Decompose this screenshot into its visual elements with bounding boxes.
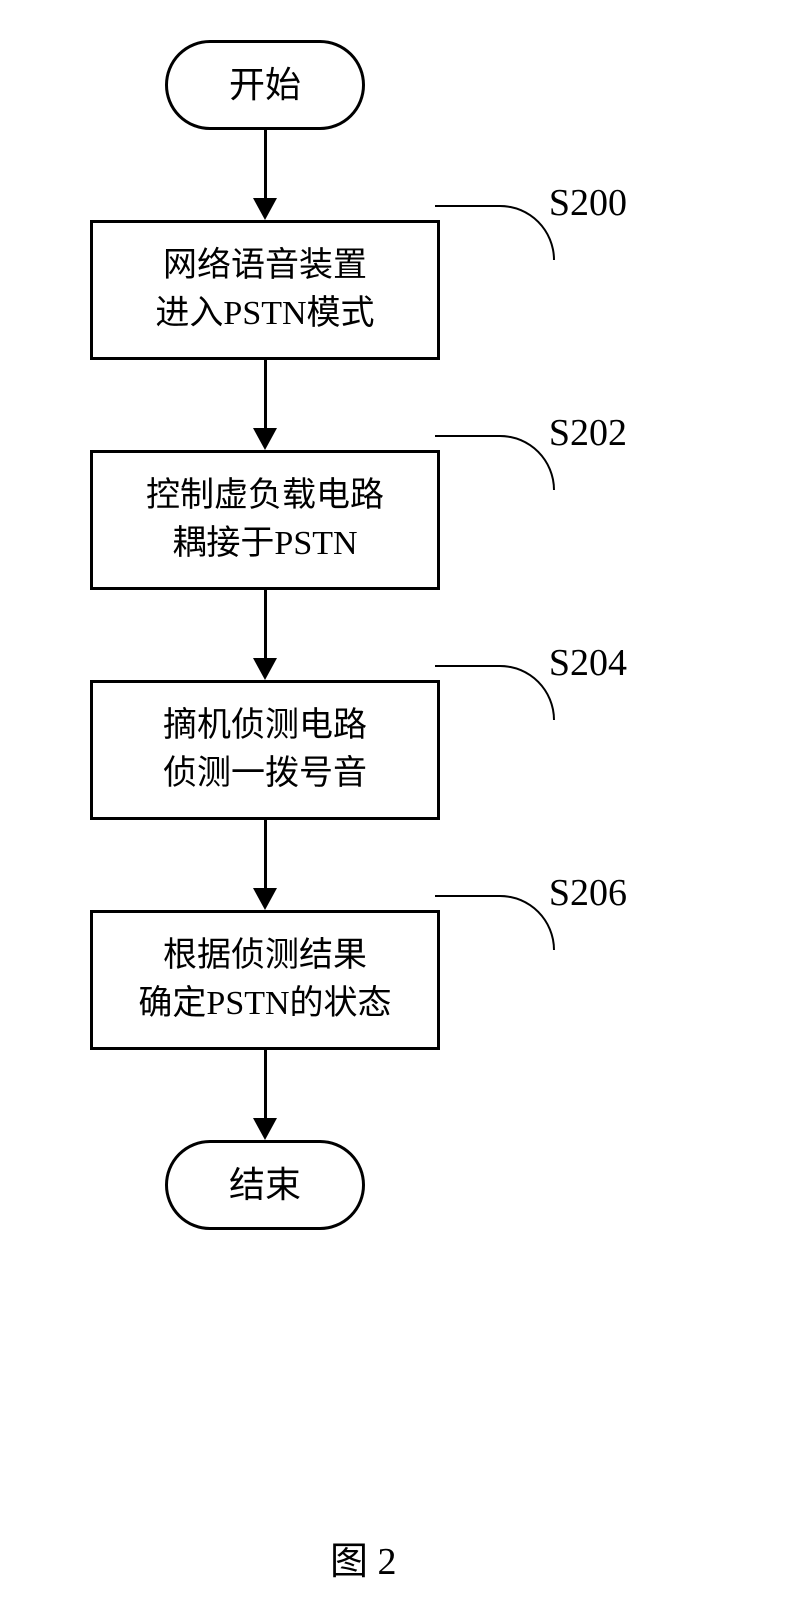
s204-line1: 摘机侦测电路 bbox=[163, 702, 367, 750]
start-label: 开始 bbox=[229, 60, 301, 110]
connector-s206 bbox=[435, 895, 555, 950]
figure-caption: 图 2 bbox=[330, 1530, 397, 1585]
s206-line1: 根据侦测结果 bbox=[163, 932, 367, 980]
process-s202: 控制虚负载电路 耦接于PSTN S202 bbox=[90, 450, 440, 590]
s204-line2: 侦测一拨号音 bbox=[163, 750, 367, 798]
connector-s202 bbox=[435, 435, 555, 490]
s206-line2: 确定PSTN的状态 bbox=[138, 980, 391, 1028]
end-label: 结束 bbox=[229, 1160, 301, 1210]
s200-line1: 网络语音装置 bbox=[163, 242, 367, 290]
end-terminal: 结束 bbox=[165, 1140, 365, 1230]
process-s206: 根据侦测结果 确定PSTN的状态 S206 bbox=[90, 910, 440, 1050]
s202-step-label: S202 bbox=[549, 411, 627, 455]
s200-step-label: S200 bbox=[549, 181, 627, 225]
process-s200: 网络语音装置 进入PSTN模式 S200 bbox=[90, 220, 440, 360]
start-terminal: 开始 bbox=[165, 40, 365, 130]
s202-line1: 控制虚负载电路 bbox=[146, 472, 384, 520]
arrow-2 bbox=[90, 360, 440, 450]
s204-step-label: S204 bbox=[549, 641, 627, 685]
connector-s200 bbox=[435, 205, 555, 260]
s200-line2: 进入PSTN模式 bbox=[155, 290, 374, 338]
arrow-5 bbox=[90, 1050, 440, 1140]
s206-step-label: S206 bbox=[549, 871, 627, 915]
connector-s204 bbox=[435, 665, 555, 720]
process-s204: 摘机侦测电路 侦测一拨号音 S204 bbox=[90, 680, 440, 820]
arrow-4 bbox=[90, 820, 440, 910]
arrow-1 bbox=[90, 130, 440, 220]
arrow-3 bbox=[90, 590, 440, 680]
s202-line2: 耦接于PSTN bbox=[172, 520, 357, 568]
flowchart-container: 开始 网络语音装置 进入PSTN模式 S200 控制虚负载电路 耦接于PSTN … bbox=[90, 40, 690, 1230]
